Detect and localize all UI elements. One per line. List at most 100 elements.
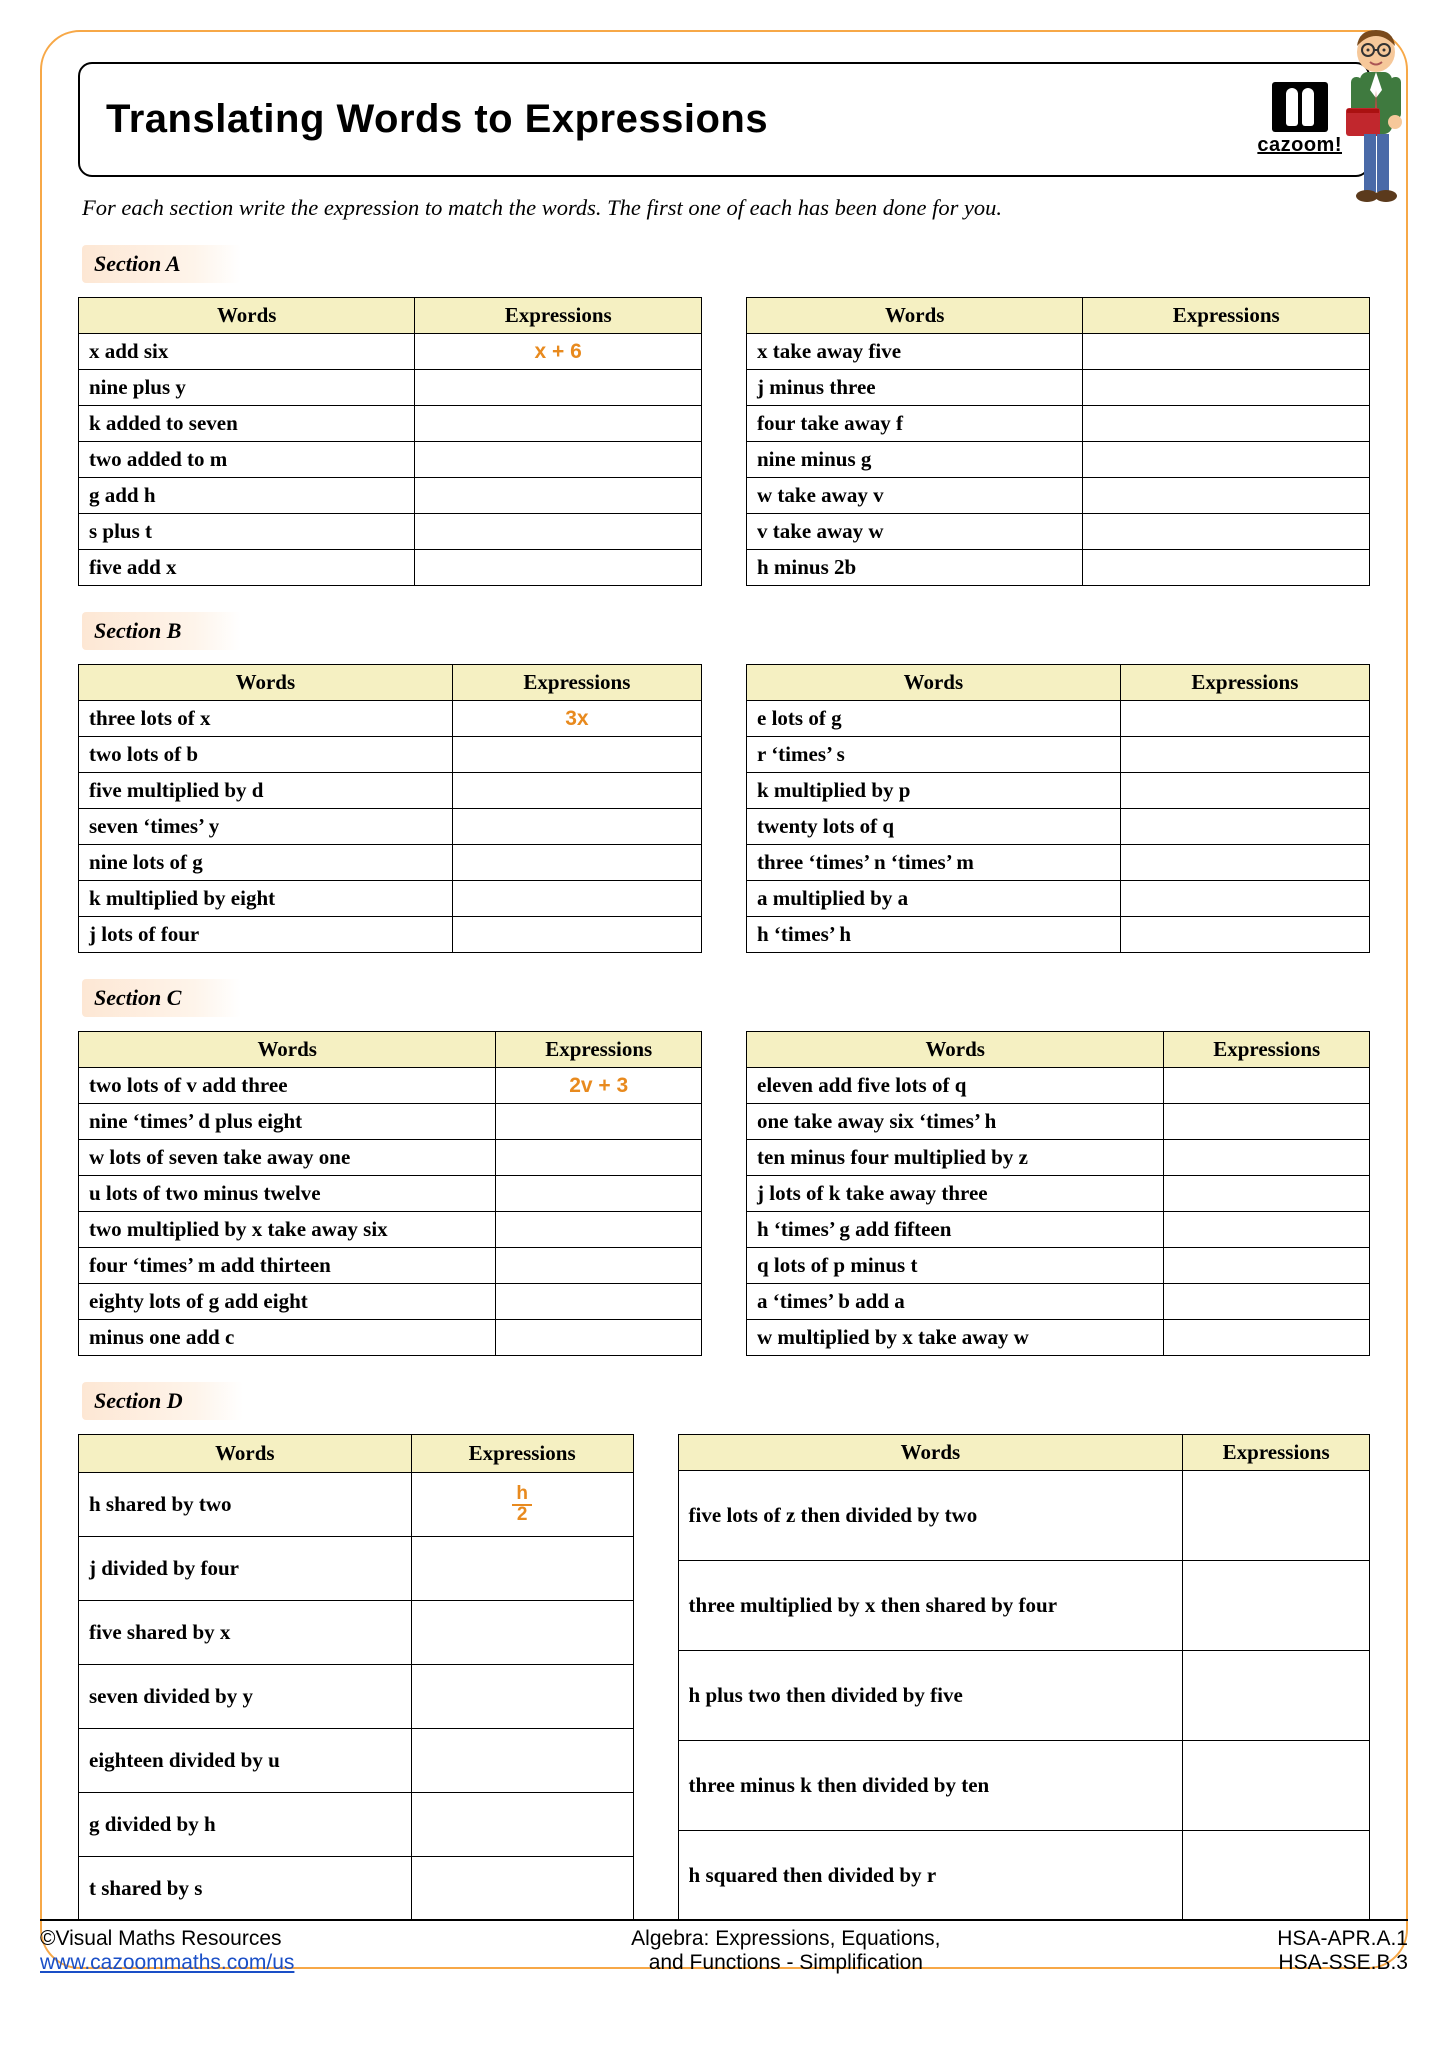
footer-standard-1: HSA-APR.A.1 bbox=[1277, 1927, 1408, 1951]
table-row: x add sixx + 6 bbox=[79, 334, 702, 370]
section-c-table-left: WordsExpressions two lots of v add three… bbox=[78, 1031, 702, 1356]
section-c-label: Section C bbox=[82, 979, 241, 1017]
table-row: two multiplied by x take away six bbox=[79, 1212, 702, 1248]
table-row: nine lots of g bbox=[79, 845, 702, 881]
table-row: five lots of z then divided by two bbox=[678, 1471, 1369, 1561]
table-row: ten minus four multiplied by z bbox=[747, 1140, 1370, 1176]
section-d-label: Section D bbox=[82, 1382, 243, 1420]
table-row: seven divided by y bbox=[79, 1665, 634, 1729]
table-row: u lots of two minus twelve bbox=[79, 1176, 702, 1212]
table-row: h ‘times’ h bbox=[747, 917, 1370, 953]
table-row: s plus t bbox=[79, 514, 702, 550]
col-expr: Expressions bbox=[452, 665, 701, 701]
col-expr: Expressions bbox=[1164, 1032, 1370, 1068]
col-expr: Expressions bbox=[1183, 1435, 1370, 1471]
col-words: Words bbox=[79, 298, 415, 334]
section-b-tables: WordsExpressions three lots of x3x two l… bbox=[78, 664, 1370, 953]
table-row: nine plus y bbox=[79, 370, 702, 406]
table-row: minus one add c bbox=[79, 1320, 702, 1356]
table-row: a multiplied by a bbox=[747, 881, 1370, 917]
section-a-table-left: WordsExpressions x add sixx + 6 nine plu… bbox=[78, 297, 702, 586]
title-box: Translating Words to Expressions cazoom! bbox=[78, 62, 1370, 177]
table-row: twenty lots of q bbox=[747, 809, 1370, 845]
section-b-table-right: WordsExpressions e lots of g r ‘times’ s… bbox=[746, 664, 1370, 953]
section-a-label: Section A bbox=[82, 245, 241, 283]
table-row: eleven add five lots of q bbox=[747, 1068, 1370, 1104]
table-row: h squared then divided by r bbox=[678, 1831, 1369, 1921]
section-a-tables: WordsExpressions x add sixx + 6 nine plu… bbox=[78, 297, 1370, 586]
table-row: k added to seven bbox=[79, 406, 702, 442]
page-border: Translating Words to Expressions cazoom!… bbox=[40, 30, 1408, 1969]
table-row: one take away six ‘times’ h bbox=[747, 1104, 1370, 1140]
table-row: h minus 2b bbox=[747, 550, 1370, 586]
table-row: a ‘times’ b add a bbox=[747, 1284, 1370, 1320]
table-row: g add h bbox=[79, 478, 702, 514]
table-row: x take away five bbox=[747, 334, 1370, 370]
table-row: e lots of g bbox=[747, 701, 1370, 737]
table-row: w take away v bbox=[747, 478, 1370, 514]
section-d-tables: WordsExpressions h shared by two h2 j di… bbox=[78, 1434, 1370, 1921]
col-words: Words bbox=[79, 665, 453, 701]
col-words: Words bbox=[79, 1435, 412, 1473]
col-words: Words bbox=[747, 665, 1121, 701]
table-row: two lots of b bbox=[79, 737, 702, 773]
col-words: Words bbox=[79, 1032, 496, 1068]
footer-topic-2: and Functions - Simplification bbox=[631, 1951, 940, 1975]
table-row: j lots of k take away three bbox=[747, 1176, 1370, 1212]
footer-standard-2: HSA-SSE.B.3 bbox=[1277, 1951, 1408, 1975]
table-row: five shared by x bbox=[79, 1601, 634, 1665]
footer: ©Visual Maths Resources www.cazoommaths.… bbox=[40, 1919, 1408, 1975]
col-words: Words bbox=[678, 1435, 1183, 1471]
table-row: nine ‘times’ d plus eight bbox=[79, 1104, 702, 1140]
fraction-answer[interactable]: h2 bbox=[411, 1473, 633, 1537]
table-row: two lots of v add three2v + 3 bbox=[79, 1068, 702, 1104]
table-row: eighteen divided by u bbox=[79, 1729, 634, 1793]
table-row: h shared by two h2 bbox=[79, 1473, 634, 1537]
col-expr: Expressions bbox=[411, 1435, 633, 1473]
table-row: v take away w bbox=[747, 514, 1370, 550]
footer-copyright: ©Visual Maths Resources bbox=[40, 1927, 294, 1951]
col-words: Words bbox=[747, 1032, 1164, 1068]
table-row: five add x bbox=[79, 550, 702, 586]
section-b-label: Section B bbox=[82, 612, 241, 650]
table-row: w lots of seven take away one bbox=[79, 1140, 702, 1176]
section-c-tables: WordsExpressions two lots of v add three… bbox=[78, 1031, 1370, 1356]
col-words: Words bbox=[747, 298, 1083, 334]
table-row: three lots of x3x bbox=[79, 701, 702, 737]
table-row: j lots of four bbox=[79, 917, 702, 953]
intro-text: For each section write the expression to… bbox=[82, 195, 1370, 221]
table-row: three ‘times’ n ‘times’ m bbox=[747, 845, 1370, 881]
teacher-icon bbox=[1326, 22, 1426, 222]
table-row: seven ‘times’ y bbox=[79, 809, 702, 845]
table-row: g divided by h bbox=[79, 1793, 634, 1857]
table-row: eighty lots of g add eight bbox=[79, 1284, 702, 1320]
table-row: three multiplied by x then shared by fou… bbox=[678, 1561, 1369, 1651]
table-row: h plus two then divided by five bbox=[678, 1651, 1369, 1741]
table-row: j divided by four bbox=[79, 1537, 634, 1601]
page: Translating Words to Expressions cazoom!… bbox=[0, 0, 1448, 1989]
table-row: k multiplied by eight bbox=[79, 881, 702, 917]
table-row: w multiplied by x take away w bbox=[747, 1320, 1370, 1356]
table-row: t shared by s bbox=[79, 1857, 634, 1921]
table-row: five multiplied by d bbox=[79, 773, 702, 809]
footer-topic-1: Algebra: Expressions, Equations, bbox=[631, 1927, 940, 1951]
section-d-table-left: WordsExpressions h shared by two h2 j di… bbox=[78, 1434, 634, 1921]
table-row: j minus three bbox=[747, 370, 1370, 406]
col-expr: Expressions bbox=[1083, 298, 1370, 334]
section-a-table-right: WordsExpressions x take away five j minu… bbox=[746, 297, 1370, 586]
section-d-table-right: WordsExpressions five lots of z then div… bbox=[678, 1434, 1370, 1921]
table-row: h ‘times’ g add fifteen bbox=[747, 1212, 1370, 1248]
table-row: three minus k then divided by ten bbox=[678, 1741, 1369, 1831]
table-row: r ‘times’ s bbox=[747, 737, 1370, 773]
table-row: two added to m bbox=[79, 442, 702, 478]
table-row: four ‘times’ m add thirteen bbox=[79, 1248, 702, 1284]
footer-url[interactable]: www.cazoommaths.com/us bbox=[40, 1951, 294, 1974]
section-b-table-left: WordsExpressions three lots of x3x two l… bbox=[78, 664, 702, 953]
section-c-table-right: WordsExpressions eleven add five lots of… bbox=[746, 1031, 1370, 1356]
table-row: nine minus g bbox=[747, 442, 1370, 478]
table-row: k multiplied by p bbox=[747, 773, 1370, 809]
page-title: Translating Words to Expressions bbox=[106, 97, 768, 142]
col-expr: Expressions bbox=[496, 1032, 702, 1068]
table-row: q lots of p minus t bbox=[747, 1248, 1370, 1284]
col-expr: Expressions bbox=[415, 298, 702, 334]
